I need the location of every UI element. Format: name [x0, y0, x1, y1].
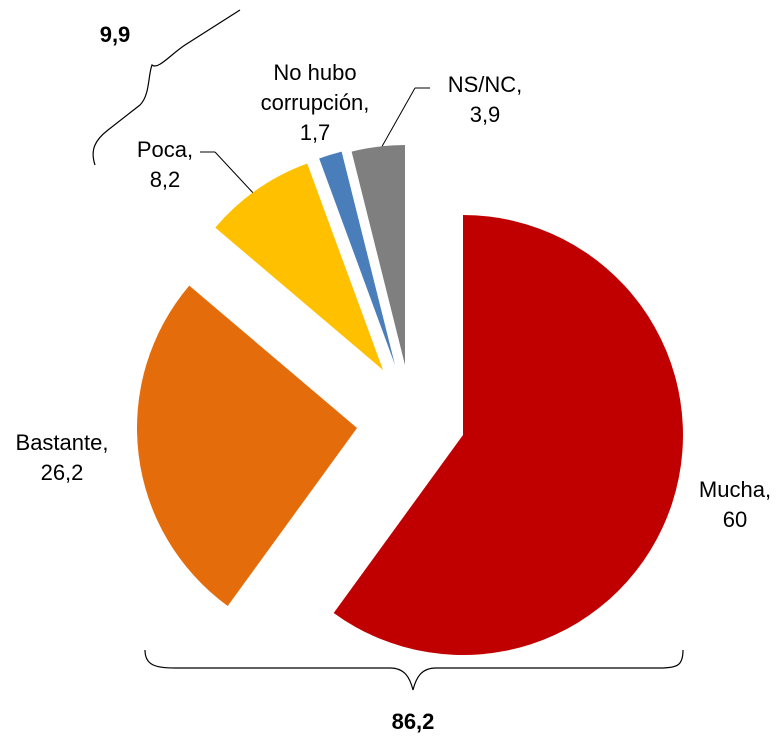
- pie-slice: [215, 163, 383, 370]
- bracket-small: [92, 9, 241, 166]
- leader-line: [214, 151, 256, 196]
- category-label: No hubo corrupción,: [260, 60, 370, 115]
- data-label: Poca, 8,2: [137, 135, 193, 195]
- pie-slice: [136, 285, 357, 606]
- leader-line: [379, 87, 416, 151]
- pie-slice: [319, 151, 395, 365]
- category-label: Bastante,: [15, 430, 109, 455]
- annotation: 86,2: [391, 709, 435, 734]
- value-label: 8,2: [149, 167, 181, 192]
- data-label: NS/NC, 3,9: [448, 70, 523, 130]
- category-label: NS/NC,: [447, 72, 523, 97]
- annotation: 9,9: [99, 22, 131, 47]
- category-label: Mucha,: [698, 477, 772, 502]
- data-label: Mucha, 60: [699, 475, 771, 535]
- value-label: 60: [722, 507, 748, 532]
- bracket-large: [144, 649, 684, 691]
- value-label: 3,9: [469, 102, 501, 127]
- data-label: No hubo corrupción, 1,7: [250, 58, 380, 148]
- value-label: 1,7: [299, 120, 331, 145]
- value-label: 26,2: [40, 460, 84, 485]
- pie-slice: [351, 145, 405, 365]
- pie-slice: [333, 215, 684, 655]
- category-label: Poca,: [136, 137, 194, 162]
- data-label: Bastante, 26,2: [16, 428, 109, 488]
